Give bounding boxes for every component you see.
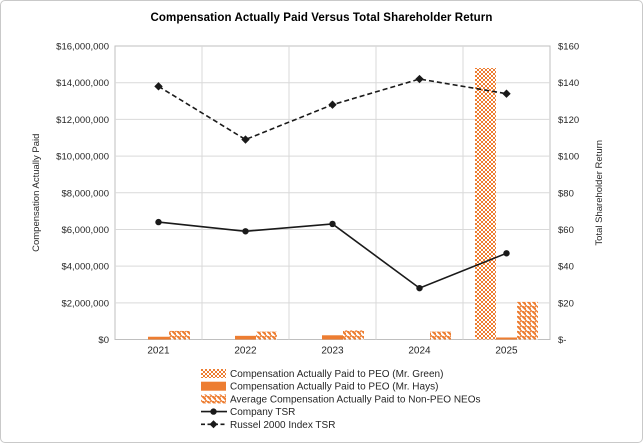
company-tsr-line xyxy=(158,221,507,290)
y-axis-tick-label-left: $14,000,000 xyxy=(56,78,109,89)
bar-solid xyxy=(496,337,517,340)
legend-swatch-diagonal xyxy=(201,394,226,404)
legend-label: Company TSR xyxy=(230,407,295,418)
y-axis-tick-label-left: $8,000,000 xyxy=(61,188,109,199)
y-axis-tick-label-right: $- xyxy=(558,335,566,346)
legend-label: Compensation Actually Paid to PEO (Mr. H… xyxy=(230,382,438,393)
y-axis-tick-label-right: $60 xyxy=(558,225,574,236)
bar-solid xyxy=(148,336,169,340)
y-axis-tick-label-right: $40 xyxy=(558,262,574,273)
x-axis-tick-label: 2024 xyxy=(408,346,431,357)
y-axis-tick-label-left: $0 xyxy=(98,335,109,346)
circle-marker xyxy=(503,250,510,257)
diamond-marker xyxy=(241,135,250,144)
legend-item: Compensation Actually Paid to PEO (Mr. H… xyxy=(201,381,438,393)
y-axis-tick-label-right: $80 xyxy=(558,188,574,199)
bar-solid xyxy=(322,335,343,340)
x-axis-tick-label: 2025 xyxy=(495,346,518,357)
circle-marker xyxy=(416,284,423,292)
legend-item: Compensation Actually Paid to PEO (Mr. G… xyxy=(201,369,443,380)
x-axis-tick-label: 2021 xyxy=(147,346,170,357)
left-axis-title: Compensation Actually Paid xyxy=(31,134,42,252)
diamond-marker xyxy=(209,420,218,429)
y-axis-tick-label-left: $2,000,000 xyxy=(61,298,109,309)
diamond-marker xyxy=(328,100,337,109)
legend-swatch-solid xyxy=(201,381,226,391)
y-axis-tick-label-right: $160 xyxy=(558,42,579,53)
circle-marker xyxy=(210,408,217,415)
legend-item: Average Compensation Actually Paid to No… xyxy=(201,394,481,405)
legend-label: Average Compensation Actually Paid to No… xyxy=(230,394,481,405)
right-axis-title: Total Shareholder Return xyxy=(594,140,605,246)
legend-swatch-dots xyxy=(201,369,226,378)
bar-solid xyxy=(235,335,256,340)
bar-diagonal xyxy=(343,330,364,340)
y-axis-tick-label-left: $6,000,000 xyxy=(61,225,109,236)
diamond-marker xyxy=(154,82,163,91)
y-axis-tick-label-left: $16,000,000 xyxy=(56,42,109,53)
circle-marker xyxy=(155,218,162,226)
legend-item: Company TSR xyxy=(201,407,295,418)
legend-label: Compensation Actually Paid to PEO (Mr. G… xyxy=(230,369,443,380)
bar-diagonal xyxy=(256,331,277,340)
bar-diagonal xyxy=(517,301,538,340)
x-axis-tick-label: 2023 xyxy=(321,346,344,357)
bar-diagonal xyxy=(430,331,451,340)
russel-2000-index-tsr-line xyxy=(158,78,507,141)
y-axis-tick-label-left: $4,000,000 xyxy=(61,262,109,273)
bar-dots xyxy=(475,68,496,340)
circle-marker xyxy=(329,220,336,228)
legend-label: Russel 2000 Index TSR xyxy=(230,420,335,431)
bar-diagonal xyxy=(169,330,190,340)
y-axis-tick-label-right: $100 xyxy=(558,152,579,163)
legend-item: Russel 2000 Index TSR xyxy=(201,420,335,431)
circle-marker xyxy=(242,228,249,235)
y-axis-tick-label-right: $140 xyxy=(558,78,579,89)
y-axis-tick-label-right: $20 xyxy=(558,298,574,309)
diamond-marker xyxy=(502,89,511,98)
chart-title: Compensation Actually Paid Versus Total … xyxy=(150,12,493,24)
y-axis-tick-label-left: $12,000,000 xyxy=(56,115,109,126)
y-axis-tick-label-left: $10,000,000 xyxy=(56,152,109,163)
diamond-marker xyxy=(415,74,424,84)
x-axis-tick-label: 2022 xyxy=(234,346,257,357)
y-axis-tick-label-right: $120 xyxy=(558,115,579,126)
